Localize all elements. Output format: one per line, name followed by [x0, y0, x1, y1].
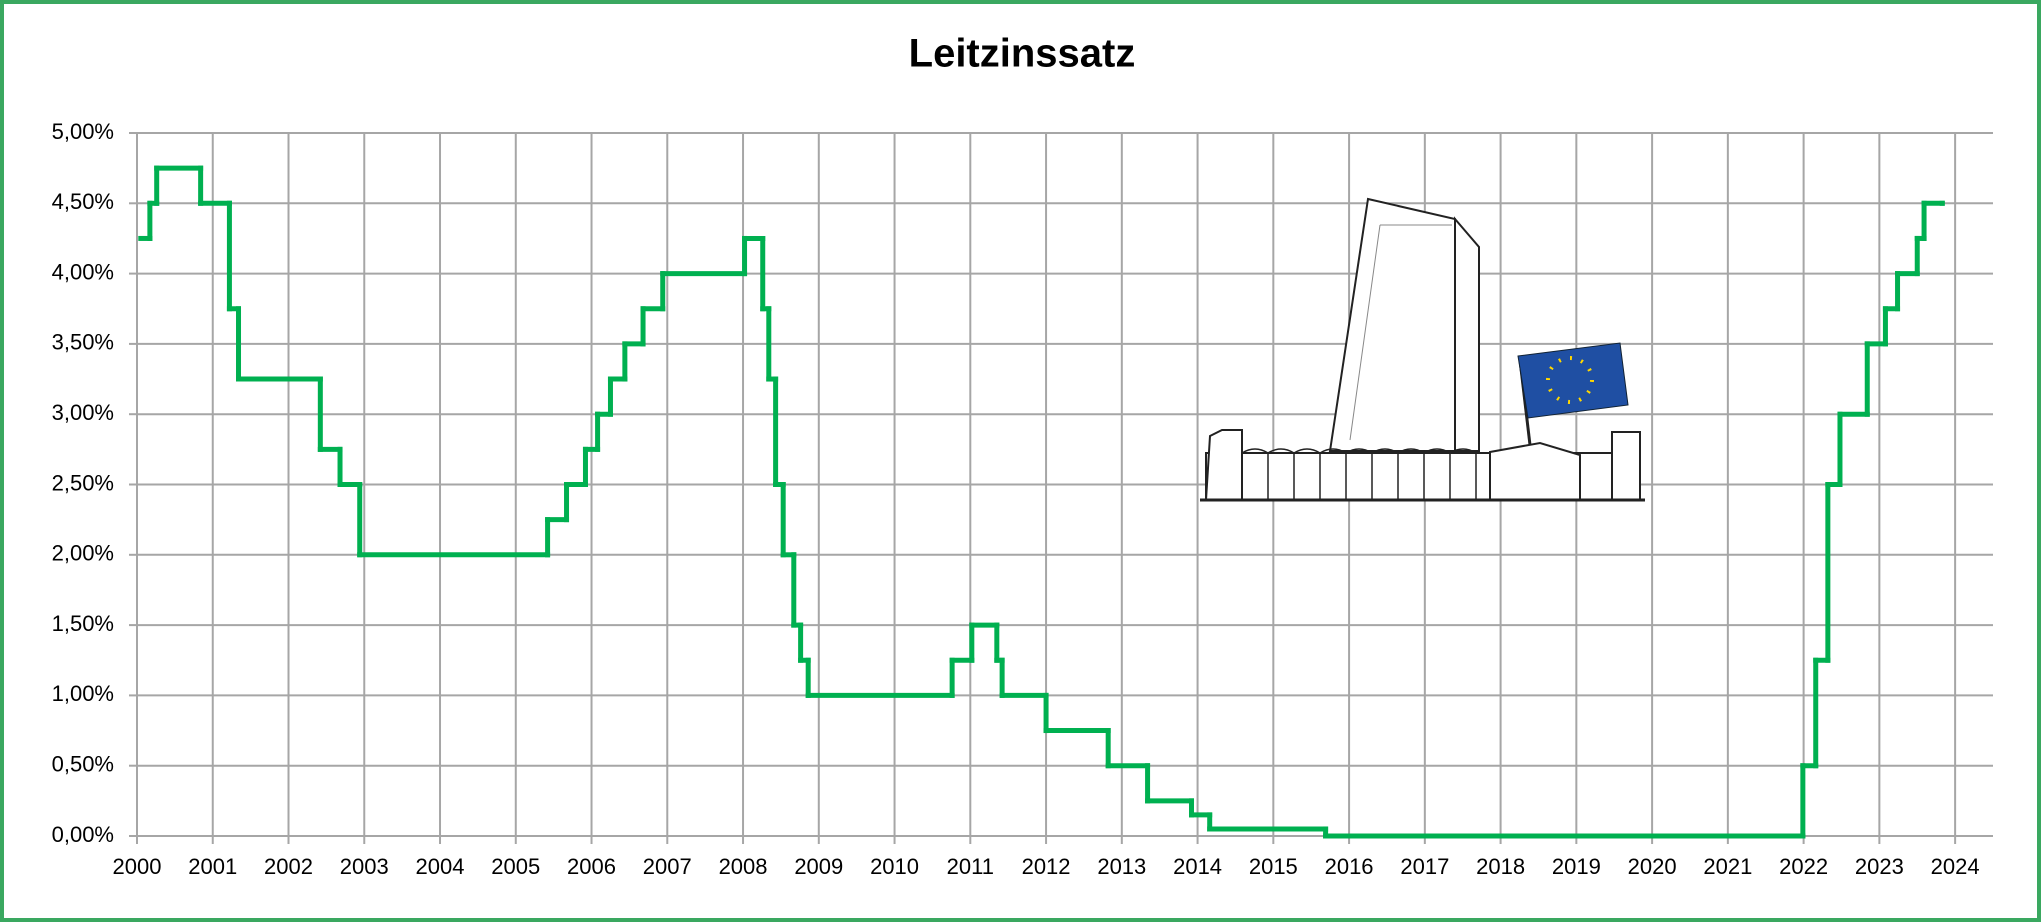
chart-title: Leitzinssatz [909, 32, 1136, 76]
y-tick-label: 0,00% [52, 822, 114, 847]
x-tick-label: 2012 [1022, 854, 1071, 879]
x-tick-label: 2024 [1931, 854, 1980, 879]
y-tick-label: 1,00% [52, 681, 114, 706]
y-tick-label: 1,50% [52, 611, 114, 636]
x-tick-label: 2000 [113, 854, 162, 879]
x-tick-label: 2015 [1249, 854, 1298, 879]
y-tick-label: 4,00% [52, 259, 114, 284]
x-tick-label: 2017 [1400, 854, 1449, 879]
x-tick-label: 2018 [1476, 854, 1525, 879]
x-tick-label: 2006 [567, 854, 616, 879]
x-tick-label: 2003 [340, 854, 389, 879]
x-tick-label: 2005 [491, 854, 540, 879]
x-tick-label: 2020 [1628, 854, 1677, 879]
x-tick-label: 2001 [188, 854, 237, 879]
x-tick-label: 2002 [264, 854, 313, 879]
y-tick-label: 0,50% [52, 752, 114, 777]
x-tick-label: 2007 [643, 854, 692, 879]
chart-border [2, 2, 2039, 920]
x-tick-label: 2009 [794, 854, 843, 879]
x-tick-label: 2008 [719, 854, 768, 879]
x-tick-label: 2021 [1703, 854, 1752, 879]
y-tick-label: 3,50% [52, 330, 114, 355]
x-tick-label: 2023 [1855, 854, 1904, 879]
x-tick-label: 2022 [1779, 854, 1828, 879]
y-tick-label: 2,50% [52, 470, 114, 495]
x-tick-label: 2010 [870, 854, 919, 879]
x-tick-label: 2014 [1173, 854, 1222, 879]
x-tick-label: 2004 [416, 854, 465, 879]
x-tick-label: 2011 [947, 854, 994, 879]
y-tick-label: 2,00% [52, 541, 114, 566]
y-tick-label: 4,50% [52, 189, 114, 214]
x-tick-label: 2016 [1325, 854, 1374, 879]
x-tick-label: 2013 [1097, 854, 1146, 879]
x-tick-label: 2019 [1552, 854, 1601, 879]
y-tick-label: 5,00% [52, 119, 114, 144]
chart: Leitzinssatz 0,00% 0,50% 1,00% 1,50% 2,00% 2,… [0, 0, 2041, 922]
page: {"chart_data":{"type":"line","step":"pos… [0, 0, 2041, 922]
y-tick-label: 3,00% [52, 400, 114, 425]
